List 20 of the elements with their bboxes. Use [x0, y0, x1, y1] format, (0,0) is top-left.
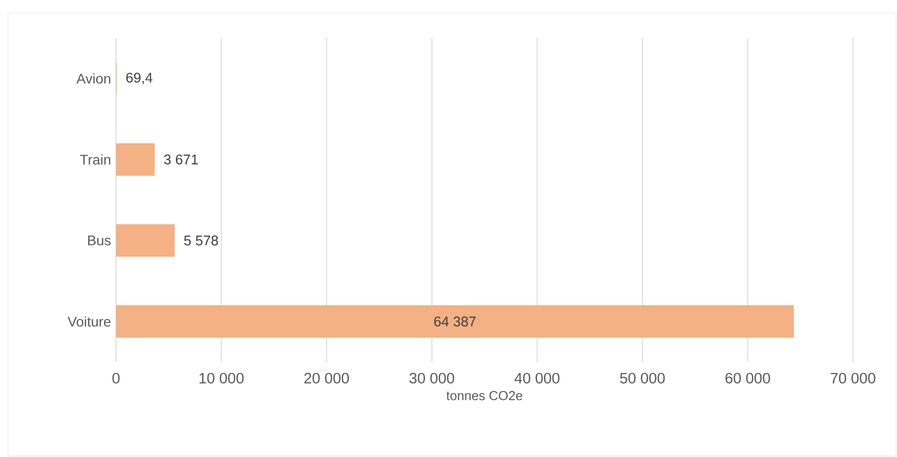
x-tick-label: 20 000: [304, 372, 349, 384]
bar: [116, 143, 155, 176]
x-tick-label: 40 000: [514, 372, 560, 384]
y-tick-label: Voiture: [68, 316, 111, 327]
x-tick-label: 0: [112, 372, 120, 384]
x-tick-label: 70 000: [830, 372, 876, 384]
x-tick-label: 50 000: [620, 372, 665, 384]
x-tick-label: 10 000: [200, 372, 244, 384]
y-tick-label: Avion: [76, 73, 110, 84]
x-axis-title: tonnes CO2e: [446, 391, 522, 400]
data-label: 3 671: [164, 154, 198, 164]
y-tick-label: Train: [80, 154, 110, 165]
y-tick-label: Bus: [88, 236, 111, 246]
data-label: 69,4: [126, 72, 152, 84]
x-tick-label: 60 000: [726, 372, 770, 384]
x-tick-label: 30 000: [409, 372, 454, 384]
bar: [116, 305, 794, 338]
bar: [116, 224, 175, 257]
data-label: 64 387: [434, 316, 476, 326]
data-label: 5 578: [184, 236, 218, 246]
